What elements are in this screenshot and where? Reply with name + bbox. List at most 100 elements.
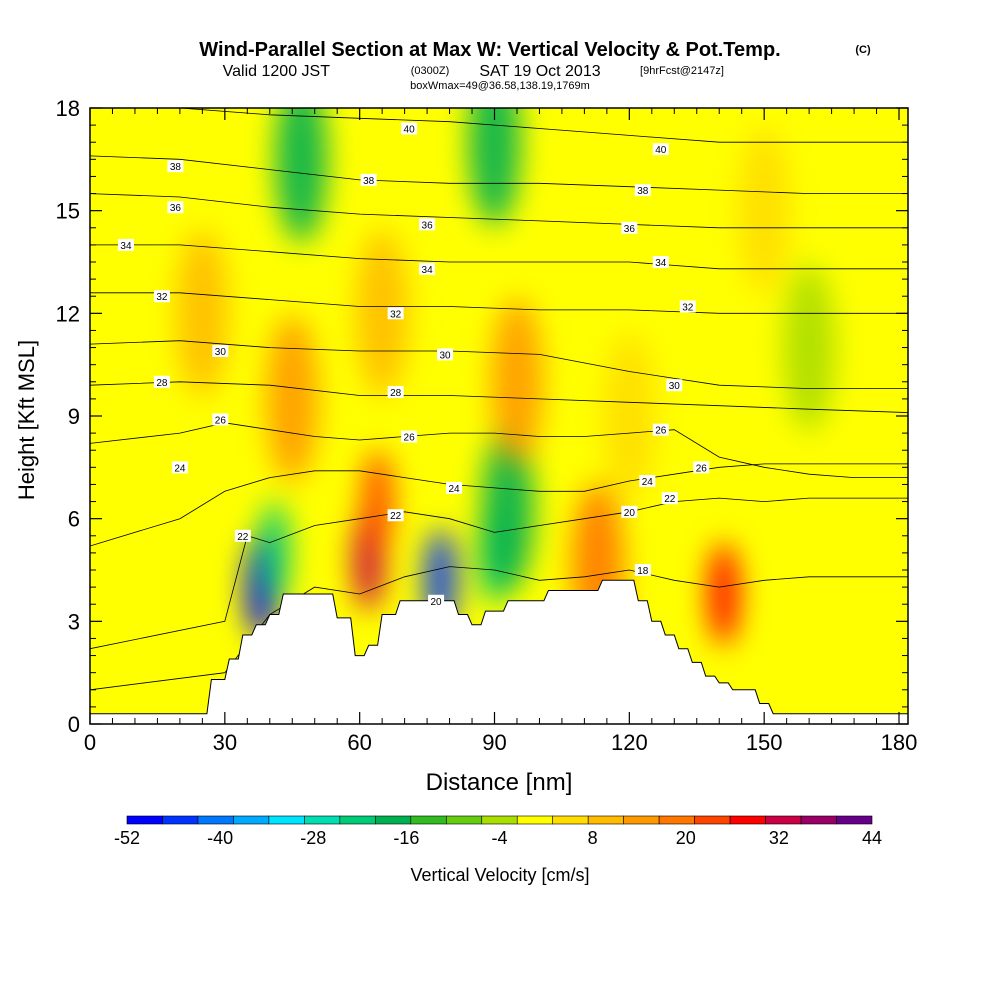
x-tick-label: 90 xyxy=(482,730,506,755)
contour-label-text: 32 xyxy=(156,292,168,303)
valid-time: Valid 1200 JST xyxy=(223,63,331,80)
colorbar-swatch xyxy=(658,815,695,825)
contour-label-text: 28 xyxy=(390,388,402,399)
chart-title: Wind-Parallel Section at Max W: Vertical… xyxy=(199,39,780,61)
contour-label-text: 20 xyxy=(431,597,443,608)
isentrope-line xyxy=(90,422,908,478)
isentrope-line xyxy=(90,155,908,194)
contour-label-box xyxy=(666,379,683,392)
contour-label: 26 xyxy=(212,413,229,426)
contour-label: 18 xyxy=(634,564,651,577)
contour-label: 40 xyxy=(401,122,418,136)
contour-label-box xyxy=(661,492,678,505)
contour-label-box xyxy=(652,423,669,436)
colorbar-tick-label: -40 xyxy=(207,828,233,848)
contour-label-box xyxy=(360,173,377,186)
contour-label: 22 xyxy=(661,492,678,505)
terrain xyxy=(89,579,909,725)
contour-label: 22 xyxy=(387,509,404,522)
contour-label-text: 38 xyxy=(170,162,182,173)
contour-label-text: 24 xyxy=(448,484,460,495)
y-tick-label: 6 xyxy=(68,507,80,532)
contour-label: 20 xyxy=(621,505,638,519)
contour-label: 38 xyxy=(360,173,377,187)
contour-label: 24 xyxy=(446,481,463,495)
colorbar-tick-label: -4 xyxy=(491,828,507,848)
contour-label-box xyxy=(634,184,651,197)
contour-label-box xyxy=(634,564,651,576)
colorbar-swatch xyxy=(445,815,483,825)
velocity-cell xyxy=(490,298,543,465)
contour-label-text: 26 xyxy=(655,426,667,437)
contour-label: 32 xyxy=(387,307,404,320)
y-axis-label: Height [Kft MSL] xyxy=(14,340,39,500)
contour-label: 36 xyxy=(621,221,638,235)
colorbar: -52 -40 -28 -16 -4 8 20 32 44 xyxy=(114,815,882,848)
velocity-cell xyxy=(468,108,521,226)
contour-label: 32 xyxy=(153,290,170,303)
isentrope-line xyxy=(90,340,908,389)
contour-label: 22 xyxy=(234,529,251,543)
contour-label-box xyxy=(171,461,188,474)
contour-label-text: 34 xyxy=(120,241,132,252)
contour-label-box xyxy=(639,475,656,488)
colorbar-swatch xyxy=(126,815,163,825)
contour-label-text: 36 xyxy=(624,224,636,235)
colorbar-swatch xyxy=(268,815,305,825)
contour-label-text: 18 xyxy=(637,566,649,577)
colorbar-swatch xyxy=(481,815,518,825)
y-tick-label: 18 xyxy=(56,96,80,121)
velocity-cell xyxy=(266,315,319,483)
contour-label-box xyxy=(693,461,710,474)
colorbar-tick-label: 20 xyxy=(676,828,696,848)
y-tick-label: 9 xyxy=(68,404,80,429)
contour-label: 28 xyxy=(153,375,170,389)
isentrope-line xyxy=(90,244,908,270)
contour-label-text: 38 xyxy=(363,176,375,187)
valid-date: SAT 19 Oct 2013 xyxy=(479,63,600,80)
contour-label: 24 xyxy=(639,475,656,488)
x-tick-label: 120 xyxy=(611,730,648,755)
colorbar-tick-label: -28 xyxy=(300,828,326,848)
x-tick-label: 150 xyxy=(746,730,783,755)
contour-label-text: 20 xyxy=(624,508,636,519)
colorbar-tick-label: -16 xyxy=(393,828,419,848)
colorbar-swatch xyxy=(233,815,270,825)
contour-label-text: 34 xyxy=(655,258,667,269)
colorbar-swatch xyxy=(836,815,873,825)
velocity-cell xyxy=(707,542,740,646)
isentrope-line xyxy=(90,381,908,413)
colorbar-swatch xyxy=(729,815,766,825)
contour-label-text: 22 xyxy=(390,511,402,522)
velocity-cell xyxy=(258,501,291,605)
colorbar-tick-label: 32 xyxy=(769,828,789,848)
velocity-cell xyxy=(176,230,229,397)
contour-label-box xyxy=(167,160,184,173)
colorbar-label: Vertical Velocity [cm/s] xyxy=(410,865,589,885)
contour-label-text: 34 xyxy=(422,265,434,276)
contour-label-box xyxy=(167,201,184,214)
contour-label: 32 xyxy=(679,300,696,313)
contour-label-text: 30 xyxy=(669,381,681,392)
contour-label-text: 22 xyxy=(237,532,249,543)
contour-label: 24 xyxy=(171,461,188,474)
contour-label-text: 30 xyxy=(440,350,452,361)
contour-label-text: 40 xyxy=(404,125,416,136)
contour-label-box xyxy=(652,143,669,156)
contour-label-box xyxy=(234,529,251,542)
contour-label-text: 40 xyxy=(655,145,667,156)
contour-label: 20 xyxy=(428,594,445,608)
contour-label: 40 xyxy=(652,143,669,156)
contour-label-text: 26 xyxy=(404,433,416,444)
box-info: boxWmax=49@36.58,138.19,1769m xyxy=(410,80,590,92)
velocity-cell xyxy=(481,425,534,592)
contour-label-text: 30 xyxy=(215,347,227,358)
isentrope-line xyxy=(90,292,908,314)
contour-label-box xyxy=(153,375,170,388)
contour-label: 38 xyxy=(167,160,184,173)
copyright-mark: (C) xyxy=(855,44,871,56)
contour-label-text: 36 xyxy=(170,203,182,214)
contour-label-box xyxy=(679,300,696,313)
colorbar-swatch xyxy=(197,815,234,825)
